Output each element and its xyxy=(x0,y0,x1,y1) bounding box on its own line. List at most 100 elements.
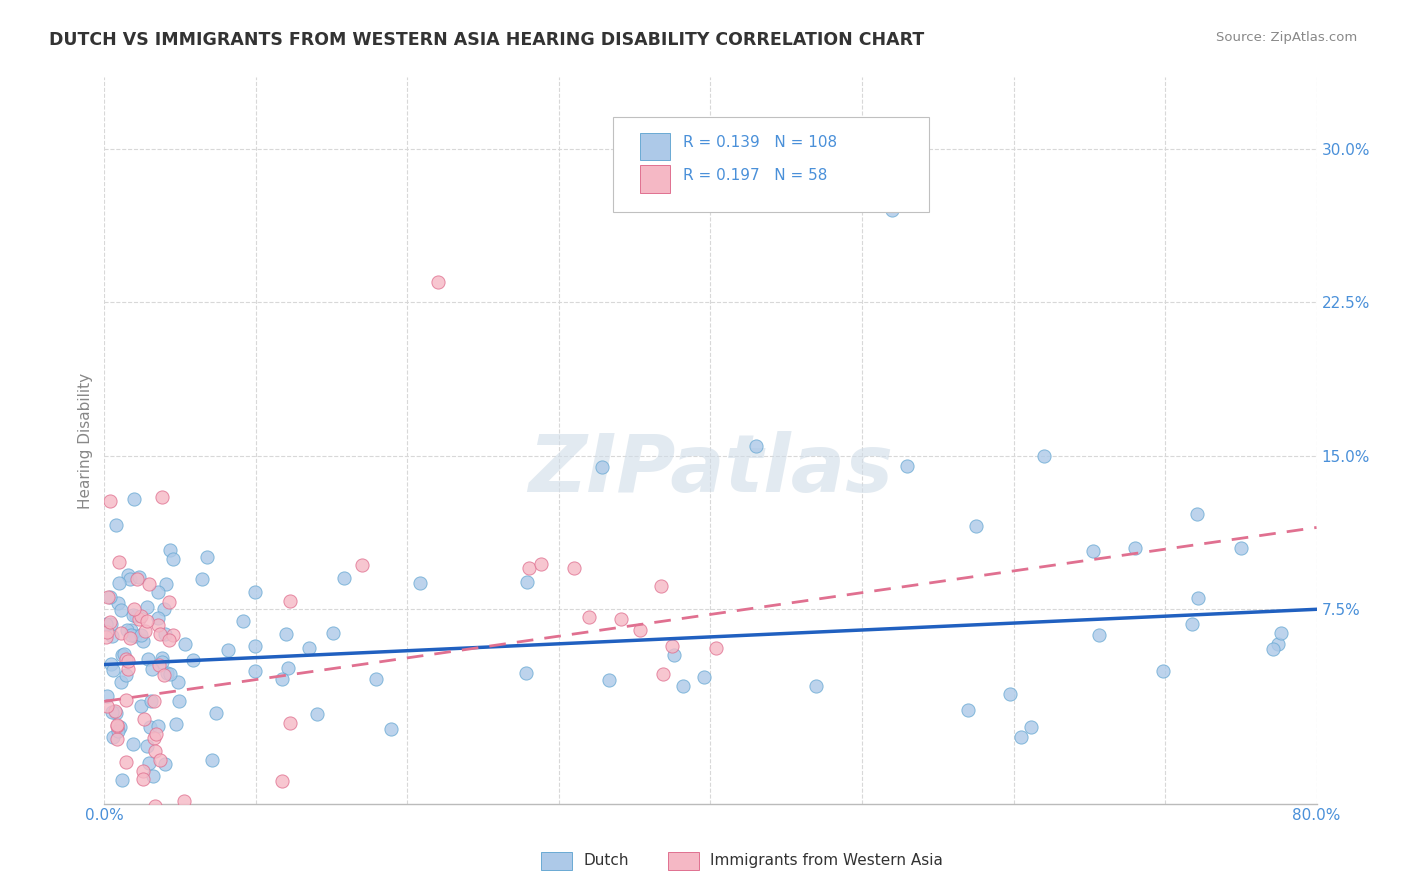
Point xyxy=(120,572,142,586)
Point xyxy=(804,679,827,693)
Text: Dutch: Dutch xyxy=(583,854,628,868)
Point xyxy=(100,706,122,720)
Point xyxy=(120,623,142,637)
Point xyxy=(882,203,904,218)
Point xyxy=(516,574,538,589)
Point xyxy=(104,517,127,532)
Point xyxy=(628,624,651,638)
Point xyxy=(426,275,449,289)
Point xyxy=(105,719,128,733)
Point xyxy=(143,798,166,813)
Point xyxy=(704,641,727,656)
Point xyxy=(142,769,165,783)
Point xyxy=(136,652,159,666)
Point xyxy=(114,755,136,769)
Point xyxy=(129,699,152,714)
Point xyxy=(96,625,118,640)
Point xyxy=(111,772,134,787)
Point xyxy=(110,674,132,689)
Point xyxy=(191,572,214,586)
Point xyxy=(672,680,695,694)
Point xyxy=(270,774,292,789)
Point xyxy=(1010,730,1032,744)
Point xyxy=(515,666,537,681)
Point xyxy=(162,551,184,566)
Point xyxy=(181,653,204,667)
Point xyxy=(1229,541,1251,555)
Point xyxy=(148,611,170,625)
Point xyxy=(98,493,121,508)
Point xyxy=(173,794,195,808)
Point xyxy=(270,672,292,686)
Point xyxy=(364,672,387,686)
Point xyxy=(101,730,124,744)
Point xyxy=(957,703,980,717)
Point xyxy=(159,542,181,557)
Point xyxy=(128,570,150,584)
Point xyxy=(118,631,141,645)
Point xyxy=(205,706,228,720)
Point xyxy=(139,720,162,734)
Point xyxy=(138,756,160,771)
Point xyxy=(245,585,267,599)
Point xyxy=(110,603,132,617)
Point xyxy=(135,614,157,628)
Point xyxy=(1270,626,1292,640)
Point xyxy=(530,557,553,571)
Point xyxy=(149,753,172,767)
Point xyxy=(107,596,129,610)
Point xyxy=(278,715,301,730)
Point xyxy=(1152,665,1174,679)
Point xyxy=(409,575,432,590)
Point xyxy=(1185,507,1208,521)
Point xyxy=(1123,541,1146,555)
Point xyxy=(141,662,163,676)
Point xyxy=(100,617,122,632)
Point xyxy=(124,629,146,643)
Point xyxy=(1261,641,1284,656)
Point xyxy=(150,650,173,665)
Point xyxy=(278,593,301,607)
Point xyxy=(201,753,224,767)
Point xyxy=(108,576,131,591)
Point xyxy=(115,623,138,637)
Text: R = 0.197   N = 58: R = 0.197 N = 58 xyxy=(682,168,827,183)
Point xyxy=(661,640,683,654)
Point xyxy=(156,666,179,681)
Point xyxy=(149,627,172,641)
Point xyxy=(195,550,218,565)
Point xyxy=(662,648,685,662)
Point xyxy=(998,687,1021,701)
Point xyxy=(100,657,122,671)
Point xyxy=(1081,544,1104,558)
Text: DUTCH VS IMMIGRANTS FROM WESTERN ASIA HEARING DISABILITY CORRELATION CHART: DUTCH VS IMMIGRANTS FROM WESTERN ASIA HE… xyxy=(49,31,925,49)
Point xyxy=(136,739,159,753)
Point xyxy=(128,612,150,626)
Point xyxy=(896,459,918,474)
Point xyxy=(117,568,139,582)
Point xyxy=(322,626,344,640)
Point xyxy=(114,693,136,707)
Point xyxy=(115,652,138,666)
Point xyxy=(112,647,135,661)
Point xyxy=(94,617,117,632)
Point xyxy=(110,625,132,640)
Point xyxy=(276,626,298,640)
Point xyxy=(243,639,266,653)
Point xyxy=(562,561,585,575)
Point xyxy=(157,633,180,648)
Point xyxy=(693,670,716,684)
Point xyxy=(105,706,128,720)
Point xyxy=(167,675,190,690)
Point xyxy=(117,654,139,668)
Point xyxy=(134,624,156,638)
Point xyxy=(124,608,146,623)
Point xyxy=(598,673,620,687)
Point xyxy=(108,555,131,569)
Point xyxy=(1181,616,1204,631)
Point xyxy=(745,439,768,453)
Point xyxy=(105,718,128,732)
Point xyxy=(96,689,118,703)
Point xyxy=(121,608,143,623)
Point xyxy=(155,627,177,641)
